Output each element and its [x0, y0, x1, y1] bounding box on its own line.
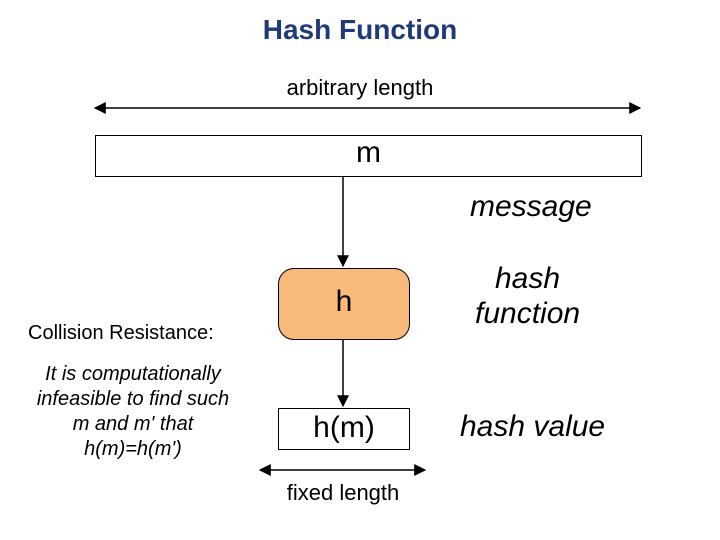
fixed-length-label: fixed length: [0, 480, 686, 506]
hash-function-label-line1: hash: [475, 262, 580, 297]
message-box-text: m: [356, 136, 381, 169]
collision-body-line: h(m)=h(m'): [18, 437, 248, 462]
arbitrary-length-label: arbitrary length: [0, 75, 720, 101]
collision-body-line: It is computationally: [18, 362, 248, 387]
hash-value-box-text: h(m): [313, 411, 375, 444]
collision-body-line: m and m' that: [18, 412, 248, 437]
hash-function-box: h: [278, 268, 410, 340]
hash-function-label: hash function: [475, 262, 580, 331]
hash-function-box-text: h: [336, 285, 353, 318]
collision-body: It is computationally infeasible to find…: [18, 362, 248, 462]
collision-heading: Collision Resistance:: [28, 322, 214, 345]
message-box: m: [95, 135, 642, 177]
hash-value-box: h(m): [278, 408, 410, 450]
hash-function-label-line2: function: [475, 297, 580, 332]
page-title: Hash Function: [0, 14, 720, 46]
collision-body-line: infeasible to find such: [18, 387, 248, 412]
message-label: message: [470, 190, 592, 224]
hash-value-label: hash value: [460, 410, 605, 444]
